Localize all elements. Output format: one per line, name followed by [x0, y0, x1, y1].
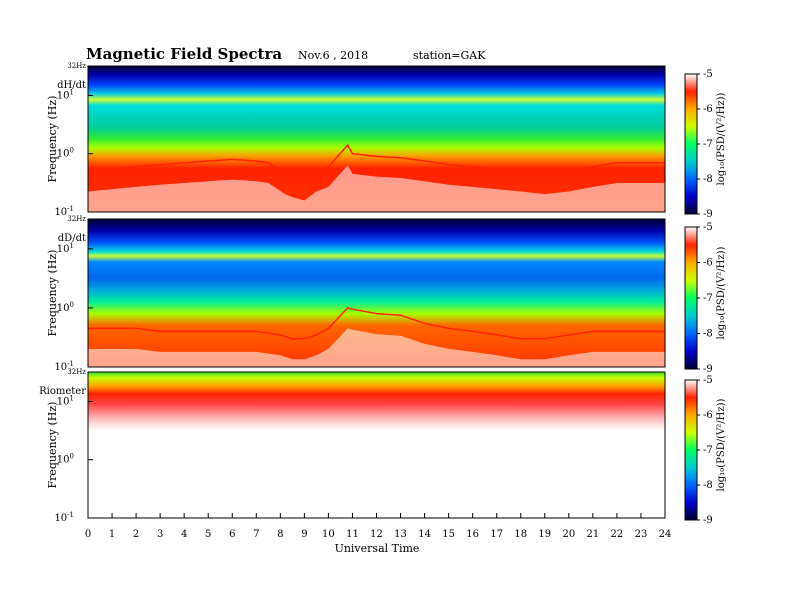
x-tick-label: 19 — [538, 529, 551, 540]
y-tick-label: 100 — [57, 301, 74, 314]
x-tick-label: 20 — [562, 529, 575, 540]
colorbar-label: log₁₀(PSD/(V²/Hz)) — [716, 399, 727, 492]
colorbar-tick-label: -6 — [703, 258, 713, 269]
x-tick-label: 11 — [346, 529, 359, 540]
panel-frame — [87, 65, 666, 213]
colorbar-tick-label: -8 — [703, 174, 713, 185]
colorbar-gradient — [684, 379, 698, 521]
y-tick-label: 100 — [57, 147, 74, 160]
y-tick-label: 10-1 — [54, 360, 74, 373]
y-axis-label: Frequency (Hz) — [46, 250, 59, 337]
colorbar-gradient — [684, 226, 698, 370]
station-label: station=GAK — [413, 49, 486, 62]
colorbar-tick-label: -5 — [703, 375, 713, 386]
panel-name: dH/dt — [57, 80, 86, 91]
y-top-label: 32Hz — [67, 215, 86, 223]
x-tick-label: 6 — [229, 529, 235, 540]
colorbar-tick-label: -9 — [703, 515, 713, 526]
x-tick-label: 24 — [659, 529, 672, 540]
x-tick-label: 17 — [490, 529, 503, 540]
colorbar-tick-label: -7 — [703, 293, 713, 304]
y-tick-label: 10-1 — [54, 511, 74, 524]
x-tick-label: 12 — [370, 529, 383, 540]
y-tick-label: 101 — [57, 394, 74, 407]
x-axis: 0 1 2 3 4 5 6 7 8 9 10 11 12 13 14 15 16 17 18 19 20 21 22 23 24 — [85, 513, 672, 540]
x-tick-label: 5 — [205, 529, 211, 540]
power-boundary-line — [88, 307, 665, 340]
x-tick-label: 4 — [181, 529, 187, 540]
x-tick-label: 3 — [157, 529, 163, 540]
power-boundary-line — [87, 143, 665, 182]
x-tick-label: 2 — [133, 529, 139, 540]
x-tick-label: 7 — [253, 529, 259, 540]
panel-frame — [87, 218, 666, 368]
x-tick-label: 23 — [635, 529, 648, 540]
y-tick-label: 10-1 — [54, 205, 74, 218]
x-tick-label: 8 — [277, 529, 283, 540]
colorbar: -5 -6 -7 -8 -9 log₁₀(PSD/(V²/Hz)) — [684, 222, 727, 375]
low-power-region — [88, 328, 665, 367]
colorbar-tick-label: -5 — [703, 222, 713, 233]
y-tick-label: 101 — [57, 242, 74, 255]
y-tick-label: 100 — [57, 453, 74, 466]
colorbar-tick-label: -6 — [703, 104, 713, 115]
x-tick-label: 22 — [611, 529, 624, 540]
colorbar-label: log₁₀(PSD/(V²/Hz)) — [716, 247, 727, 340]
colorbar: -5 -6 -7 -8 -9 log₁₀(PSD/(V²/Hz)) — [684, 69, 727, 220]
y-axis-label: Frequency (Hz) — [46, 402, 59, 489]
colorbar-tick-label: -9 — [703, 209, 713, 220]
y-axis-label: Frequency (Hz) — [46, 96, 59, 183]
colorbar-tick-label: -5 — [703, 69, 713, 80]
date-label: Nov.6 , 2018 — [298, 49, 368, 62]
x-tick-label: 0 — [85, 529, 91, 540]
y-top-label: 32Hz — [67, 368, 86, 376]
x-tick-label: 9 — [301, 529, 307, 540]
y-tick-label: 101 — [57, 88, 74, 101]
colorbar-gradient — [684, 73, 698, 215]
colorbar-tick-label: -7 — [703, 445, 713, 456]
x-tick-label: 15 — [442, 529, 455, 540]
x-tick-label: 14 — [418, 529, 431, 540]
panel-name: Riometer — [39, 386, 86, 397]
chart-title: Magnetic Field Spectra — [86, 45, 282, 63]
x-tick-label: 10 — [322, 529, 335, 540]
colorbar-tick-label: -7 — [703, 139, 713, 150]
colorbar-tick-label: -9 — [703, 364, 713, 375]
colorbar-label: log₁₀(PSD/(V²/Hz)) — [716, 93, 727, 186]
x-tick-label: 18 — [514, 529, 527, 540]
x-tick-label: 13 — [394, 529, 407, 540]
y-top-label: 32Hz — [67, 62, 86, 70]
x-axis-label: Universal Time — [335, 542, 420, 555]
colorbar-tick-label: -8 — [703, 329, 713, 340]
spectrogram-fill — [88, 372, 665, 518]
x-tick-label: 21 — [587, 529, 600, 540]
low-power-region — [88, 165, 665, 212]
x-tick-label: 16 — [466, 529, 479, 540]
panel-name: dD/dt — [58, 233, 86, 244]
x-tick-label: 1 — [109, 529, 115, 540]
colorbar: -5 -6 -7 -8 -9 log₁₀(PSD/(V²/Hz)) — [684, 375, 727, 526]
colorbar-tick-label: -8 — [703, 480, 713, 491]
colorbar-tick-label: -6 — [703, 410, 713, 421]
